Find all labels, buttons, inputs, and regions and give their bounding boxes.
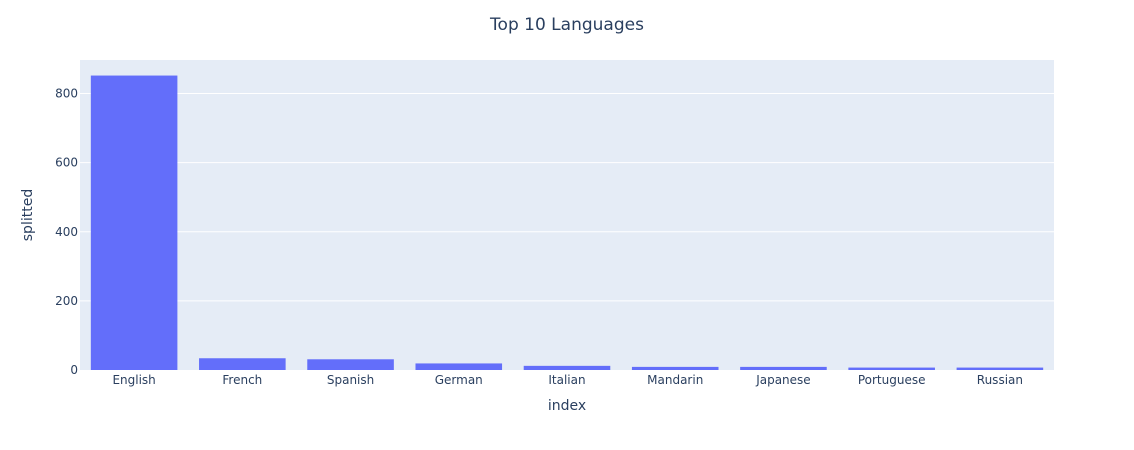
bar-english: [90, 75, 178, 370]
x-tick-label: Japanese: [755, 373, 811, 387]
y-tick-label: 0: [70, 363, 78, 377]
x-tick-label: French: [222, 373, 262, 387]
x-tick-label: Mandarin: [647, 373, 703, 387]
y-axis-title: splitted: [20, 189, 36, 241]
x-tick-label: English: [112, 373, 155, 387]
x-tick-label: Italian: [548, 373, 585, 387]
plot-area: [80, 60, 1054, 370]
bar-spanish: [307, 359, 394, 370]
x-tick-label: Portuguese: [858, 373, 926, 387]
y-axis-ticks: 0 200 400 600 800: [55, 87, 78, 377]
y-tick-label: 200: [55, 294, 78, 308]
bar-japanese: [740, 366, 827, 370]
gridlines: [80, 93, 1054, 302]
x-tick-label: German: [435, 373, 483, 387]
x-axis-ticks: English French Spanish German Italian Mandari…: [112, 373, 1023, 387]
bar-portuguese: [848, 367, 935, 370]
bars: [90, 75, 1044, 370]
x-axis-title: index: [548, 398, 586, 414]
bar-russian: [956, 367, 1044, 370]
x-tick-label: Spanish: [327, 373, 374, 387]
bar-french: [199, 358, 286, 370]
bar-mandarin: [631, 366, 719, 370]
bar-german: [415, 363, 503, 370]
y-tick-label: 600: [55, 156, 78, 170]
x-tick-label: Russian: [977, 373, 1023, 387]
chart-title: Top 10 Languages: [489, 15, 644, 35]
bar-italian: [523, 365, 611, 370]
y-tick-label: 400: [55, 225, 78, 239]
y-tick-label: 800: [55, 87, 78, 101]
